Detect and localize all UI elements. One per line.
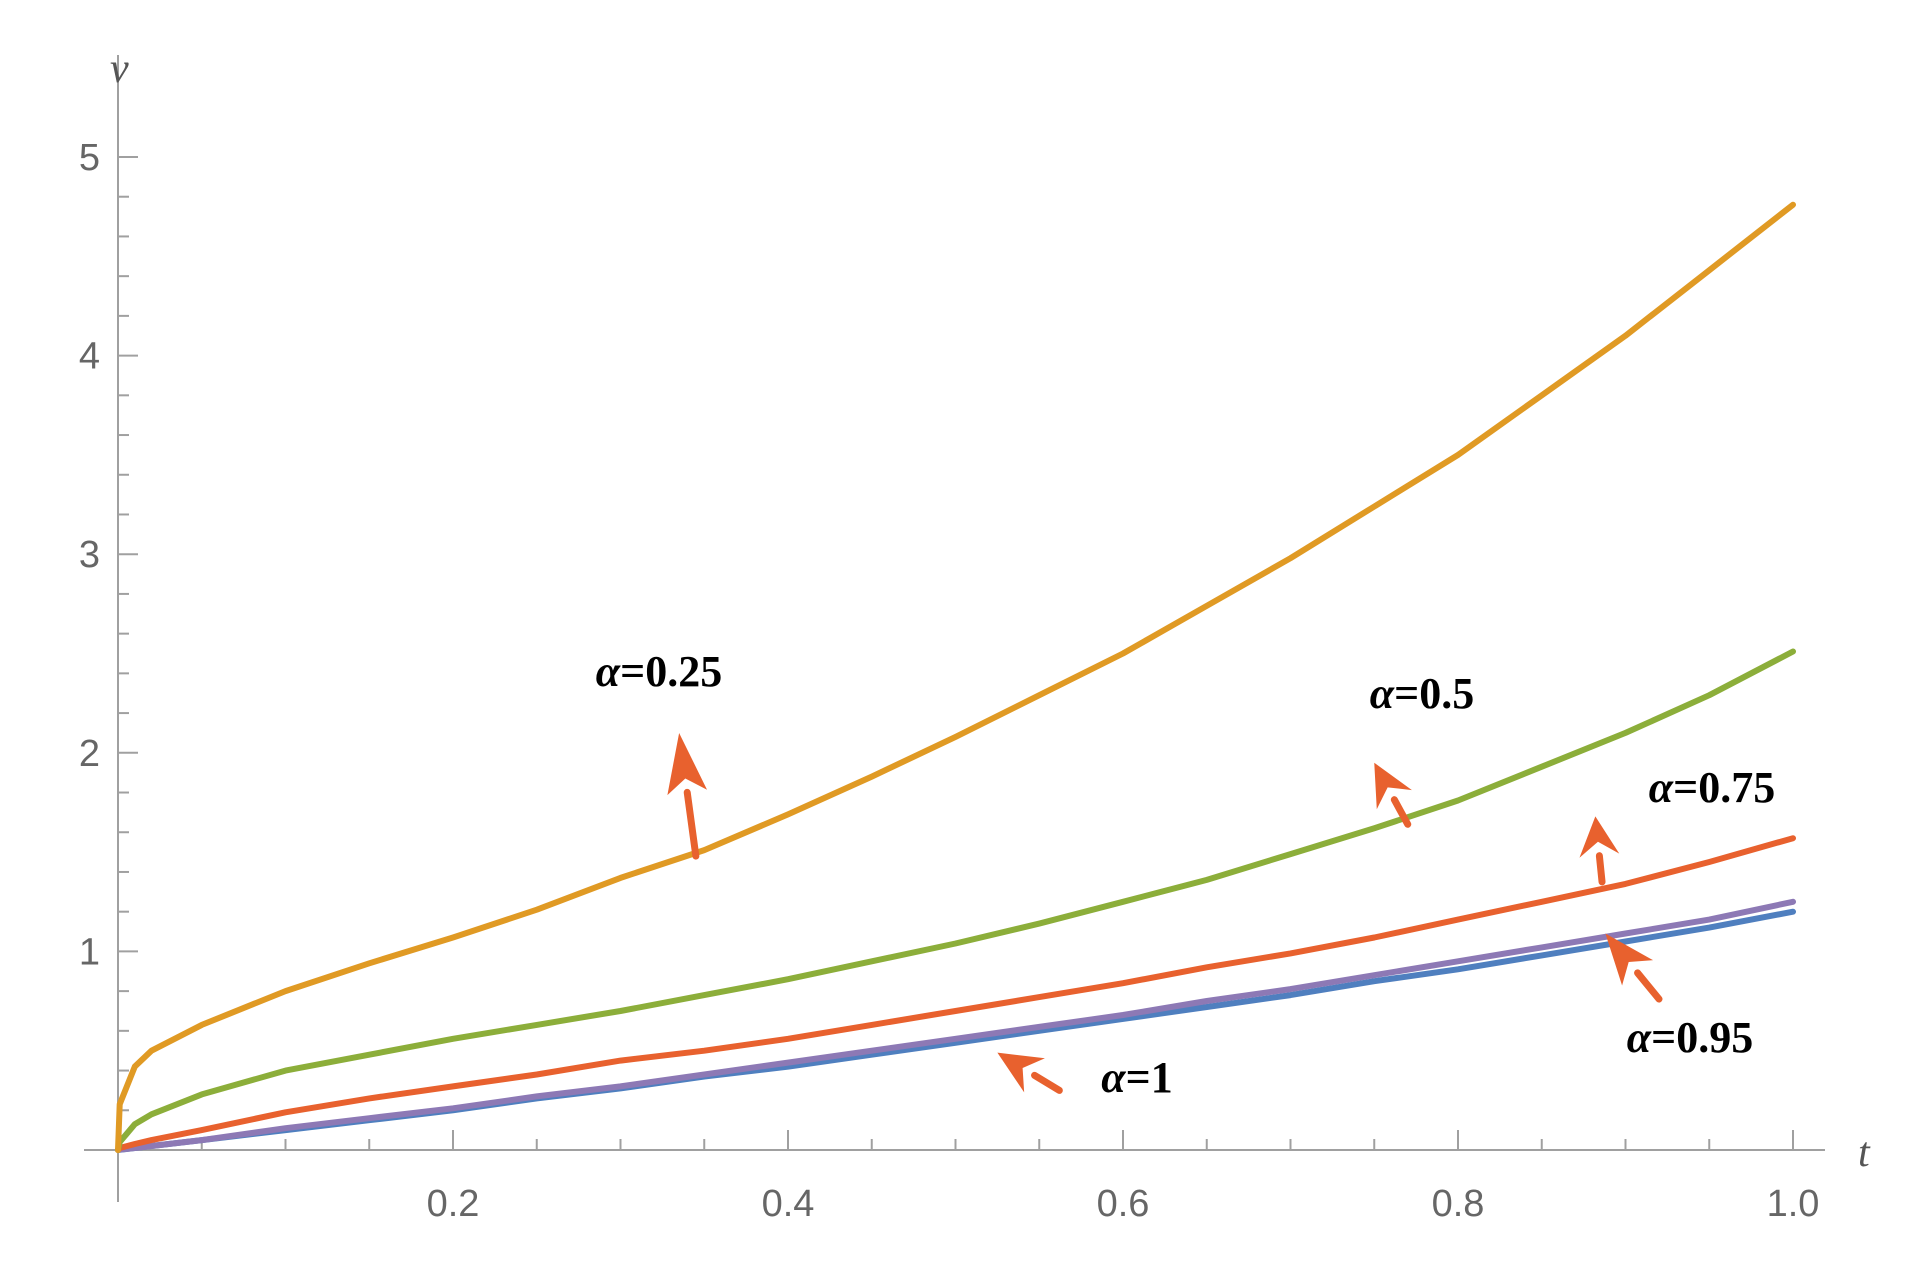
annotation-label-5: α=1 (1101, 1053, 1172, 1102)
x-tick-label: 0.6 (1097, 1183, 1150, 1225)
annotation-arrow-5 (997, 1052, 1063, 1094)
series-line-1 (115, 201, 1796, 1153)
series-line-3 (115, 835, 1796, 1153)
arrow-head (997, 1052, 1045, 1093)
y-tick-label: 5 (79, 137, 100, 179)
annotation-greek: α (596, 647, 621, 696)
arrow-shaft (1595, 852, 1606, 886)
annotation-arrow-4 (1605, 933, 1663, 1003)
annotation-arrow-3 (1579, 816, 1620, 886)
arrow-head (667, 732, 708, 796)
arrow-shaft (1390, 796, 1412, 828)
annotation-greek: α (1370, 669, 1395, 718)
series-layer (115, 201, 1796, 1153)
x-tick-label: 0.2 (427, 1183, 480, 1225)
annotation-value: =0.75 (1673, 763, 1775, 812)
series-line-4 (115, 898, 1796, 1153)
annotation-arrow-2 (1374, 762, 1412, 828)
annotation-value: =0.95 (1651, 1013, 1753, 1062)
annotation-value: =0.25 (620, 647, 722, 696)
annotation-greek: α (1649, 763, 1674, 812)
annotation-label-1: α=0.25 (596, 647, 722, 696)
annotation-label-3: α=0.75 (1649, 763, 1775, 812)
arrow-head (1579, 816, 1620, 858)
arrow-head (1374, 762, 1412, 810)
arrow-head (1605, 933, 1654, 986)
annotation-value: =0.5 (1394, 669, 1474, 718)
annotation-greek: α (1101, 1053, 1126, 1102)
y-tick-label: 4 (79, 336, 100, 378)
x-tick-label: 0.4 (762, 1183, 815, 1225)
arrow-shaft (683, 788, 700, 860)
labels-layer: α=0.25 α=0.5α=0.75α=0.95α=1 (596, 647, 1775, 1102)
annotation-label-2: α=0.5 (1370, 669, 1474, 718)
annotation-greek: α (1627, 1013, 1652, 1062)
y-axis-label: v (110, 46, 129, 92)
y-tick-label: 1 (79, 931, 100, 973)
annotation-value: =1 (1126, 1053, 1173, 1102)
series-line-2 (115, 648, 1796, 1153)
arrow-shaft (1031, 1071, 1063, 1094)
x-tick-label: 1.0 (1767, 1183, 1820, 1225)
arrow-shaft (1634, 969, 1663, 1003)
y-tick-label: 3 (79, 534, 100, 576)
annotation-arrow-1 (667, 732, 708, 860)
y-tick-label: 2 (79, 733, 100, 775)
x-axis-label: t (1858, 1130, 1871, 1176)
x-tick-label: 0.8 (1432, 1183, 1485, 1225)
arrows-layer (667, 732, 1663, 1094)
axes: 0.2 0.4 0.6 0.8 1.0 1 2 3 4 5 v t (79, 46, 1871, 1225)
annotation-label-4: α=0.95 (1627, 1013, 1753, 1062)
